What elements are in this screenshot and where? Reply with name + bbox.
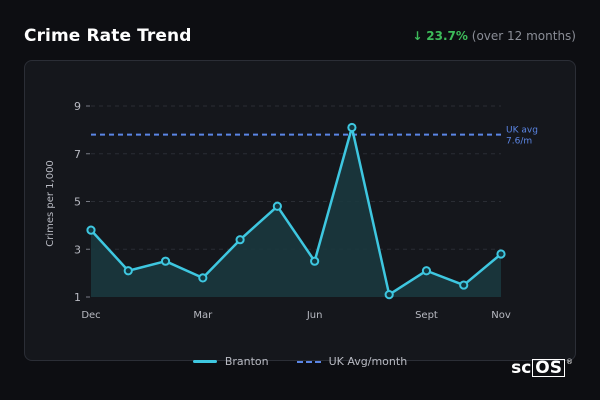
legend-item-average[interactable]: UK Avg/month [296, 355, 408, 368]
data-point [123, 266, 133, 276]
data-point [310, 256, 320, 266]
legend-swatch-series [192, 360, 217, 363]
data-point [272, 201, 282, 211]
average-label-line1: UK avg [506, 126, 538, 136]
series-area [91, 127, 501, 297]
data-point [235, 235, 245, 245]
x-tick-label: Nov [491, 310, 511, 321]
brand-logo: sc OS ® [511, 359, 573, 377]
data-point [384, 290, 394, 300]
y-axis-label: Crimes per 1,000 [45, 160, 56, 247]
logo-registered-mark: ® [566, 358, 573, 366]
data-point [496, 249, 506, 259]
data-point [160, 256, 171, 266]
logo-boxed-text: OS [532, 359, 565, 377]
x-tick-label: Dec [81, 310, 100, 321]
data-point [421, 266, 432, 276]
logo-text: sc [511, 357, 532, 378]
average-label-line2: 7.6/m [506, 137, 532, 147]
y-tick-label: 3 [74, 243, 81, 256]
chart-legend: Branton UK Avg/month [0, 355, 600, 368]
data-point [198, 273, 208, 283]
legend-swatch-average [296, 360, 321, 363]
y-tick-label: 5 [74, 196, 81, 209]
chart-panel [24, 60, 576, 361]
x-tick-label: Sept [415, 310, 438, 321]
x-tick-label: Mar [193, 310, 213, 321]
legend-item-series[interactable]: Branton [192, 355, 269, 368]
y-tick-label: 1 [74, 291, 81, 304]
change-arrow: ↓ [412, 29, 423, 43]
series-line [90, 126, 502, 296]
data-point [459, 280, 469, 290]
change-indicator: ↓ 23.7% (over 12 months) [412, 29, 576, 43]
y-tick-label: 7 [74, 148, 81, 161]
legend-label-average: UK Avg/month [328, 355, 408, 368]
legend-label-series: Branton [224, 355, 269, 368]
page-title: Crime Rate Trend [24, 26, 192, 46]
x-tick-label: Jun [306, 310, 323, 321]
change-note: (over 12 months) [471, 29, 576, 43]
data-point [86, 225, 96, 235]
data-point [347, 122, 357, 133]
change-percent: 23.7% [426, 29, 468, 43]
y-tick-label: 9 [74, 100, 81, 113]
